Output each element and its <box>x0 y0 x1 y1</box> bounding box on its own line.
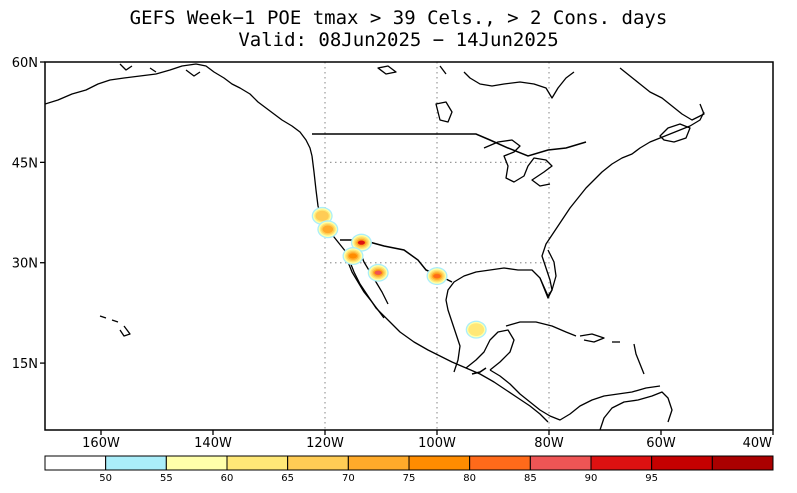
coast-florida <box>539 249 557 297</box>
lon-tick-label: 60W <box>646 436 676 451</box>
poe-cell <box>315 210 329 221</box>
border-mexico-guatemala <box>471 367 487 375</box>
colorbar-swatch <box>711 455 774 471</box>
lon-tick-label: 40W <box>743 436 773 451</box>
poe-cell <box>357 240 365 245</box>
gridlines <box>324 62 550 430</box>
colorbar-label: 90 <box>585 473 598 484</box>
lon-tick-label: 140W <box>194 436 232 451</box>
colorbar-swatch <box>469 455 531 471</box>
coast-hudson <box>439 65 575 99</box>
lat-tick-label: 45N <box>12 156 38 171</box>
coast-labrador <box>619 67 705 121</box>
border-us-canada <box>312 133 587 157</box>
colorbar-swatch <box>590 455 653 471</box>
colorbar-swatch <box>165 455 228 471</box>
colorbar-label: 95 <box>645 473 658 484</box>
colorbar-swatch <box>651 455 713 471</box>
coast-alaska-islands <box>119 63 201 77</box>
colorbar-swatch <box>105 455 167 471</box>
map-frame <box>44 61 774 431</box>
poe-cell <box>349 253 357 259</box>
lon-tick-label: 120W <box>306 436 344 451</box>
poe-cell <box>468 323 485 337</box>
colorbar-swatch <box>408 455 471 471</box>
coast-alaska-canada <box>45 63 313 157</box>
coast-south-america <box>599 391 673 430</box>
colorbar-label: 85 <box>524 473 537 484</box>
poe-cell <box>322 225 334 234</box>
lon-tick-label: 80W <box>534 436 564 451</box>
colorbar-swatch <box>226 455 289 471</box>
colorbar-label: 60 <box>221 473 234 484</box>
colorbar-swatch <box>347 455 410 471</box>
coastlines <box>45 63 705 430</box>
axes: 60N 45N 30N 15N 160W 140W 120W 100W 80W 60W 40W <box>12 56 774 451</box>
coast-newfoundland <box>659 123 691 143</box>
coast-central-america <box>489 369 661 421</box>
lat-tick-label: 30N <box>12 257 38 272</box>
lon-tick-label: 100W <box>418 436 456 451</box>
lat-tick-label: 15N <box>12 357 38 372</box>
map-valid-date: Valid: 08Jun2025 − 14Jun2025 <box>238 29 559 51</box>
map-title: GEFS Week−1 POE tmax > 39 Cels., > 2 Con… <box>129 7 668 29</box>
poe-cell <box>433 274 441 279</box>
coast-cuba <box>505 321 577 337</box>
colorbar-label: 75 <box>403 473 416 484</box>
arctic-islands <box>377 65 453 123</box>
colorbar-label: 70 <box>342 473 355 484</box>
great-lakes <box>483 139 553 187</box>
lon-tick-label: 160W <box>82 436 120 451</box>
coast-antilles <box>633 343 645 375</box>
colorbar-swatch <box>529 455 592 471</box>
colorbar-label: 80 <box>463 473 476 484</box>
coast-hispaniola <box>579 333 605 343</box>
colorbar-label: 65 <box>281 473 294 484</box>
colorbar-swatch <box>44 455 107 471</box>
coast-hawaii <box>99 315 131 337</box>
coast-gulf-atlantic <box>445 111 705 373</box>
coast-yucatan <box>465 329 515 371</box>
poe-shading <box>311 206 487 339</box>
colorbar: 50 55 60 65 70 75 80 85 90 95 <box>44 455 774 484</box>
colorbar-label: 55 <box>160 473 173 484</box>
colorbar-swatch <box>287 455 349 471</box>
colorbar-label: 50 <box>99 473 112 484</box>
coast-us-pacific <box>311 155 549 423</box>
poe-cell <box>374 270 382 275</box>
lat-tick-label: 60N <box>12 56 38 71</box>
